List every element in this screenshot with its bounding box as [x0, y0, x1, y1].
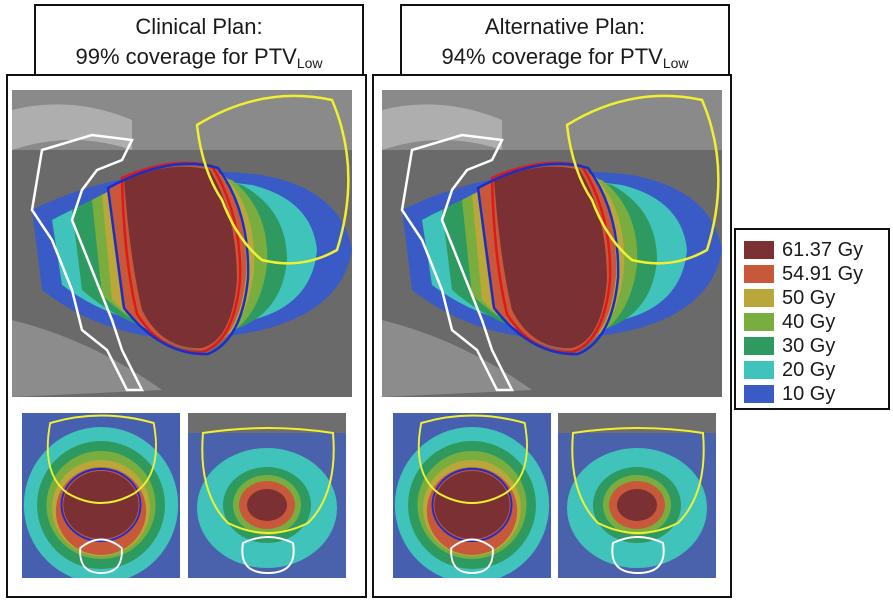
alternative-axial-dose-image-1 — [393, 413, 551, 578]
alternative-axial-dose-image-2 — [558, 413, 716, 578]
legend-label: 10 Gy — [782, 383, 836, 405]
legend-swatch — [744, 241, 774, 259]
legend-swatch — [744, 265, 774, 283]
clinical-axial-dose-image-1 — [22, 413, 180, 578]
legend-label: 40 Gy — [782, 311, 836, 333]
legend-swatch — [744, 313, 774, 331]
legend-swatch — [744, 337, 774, 355]
legend-item: 30 Gy — [744, 334, 888, 358]
legend-label: 30 Gy — [782, 335, 836, 357]
legend-item: 10 Gy — [744, 382, 888, 406]
legend-label: 61.37 Gy — [782, 239, 864, 261]
legend-item: 61.37 Gy — [744, 238, 888, 262]
legend-swatch — [744, 385, 774, 403]
clinical-sagittal-dose-image — [12, 90, 352, 397]
title-line-1: Alternative Plan: — [484, 14, 646, 39]
legend-swatch — [744, 289, 774, 307]
legend-label: 50 Gy — [782, 287, 836, 309]
legend-label: 20 Gy — [782, 359, 836, 381]
legend-label: 54.91 Gy — [782, 263, 864, 285]
alternative-sagittal-dose-image — [382, 90, 722, 397]
clinical-plan-title: Clinical Plan: 99% coverage for PTVLow — [34, 4, 364, 76]
alternative-plan-title: Alternative Plan: 94% coverage for PTVLo… — [400, 4, 730, 76]
legend-item: 40 Gy — [744, 310, 888, 334]
title-line-2: 94% coverage for PTVLow — [441, 44, 689, 71]
title-line-1: Clinical Plan: — [135, 14, 263, 39]
title-line-2: 99% coverage for PTVLow — [75, 44, 323, 71]
legend-item: 50 Gy — [744, 286, 888, 310]
clinical-axial-dose-image-2 — [188, 413, 346, 578]
legend-swatch — [744, 361, 774, 379]
legend-item: 54.91 Gy — [744, 262, 888, 286]
legend-item: 20 Gy — [744, 358, 888, 382]
dose-legend: 61.37 Gy 54.91 Gy 50 Gy 40 Gy 30 Gy 20 G… — [734, 228, 890, 410]
